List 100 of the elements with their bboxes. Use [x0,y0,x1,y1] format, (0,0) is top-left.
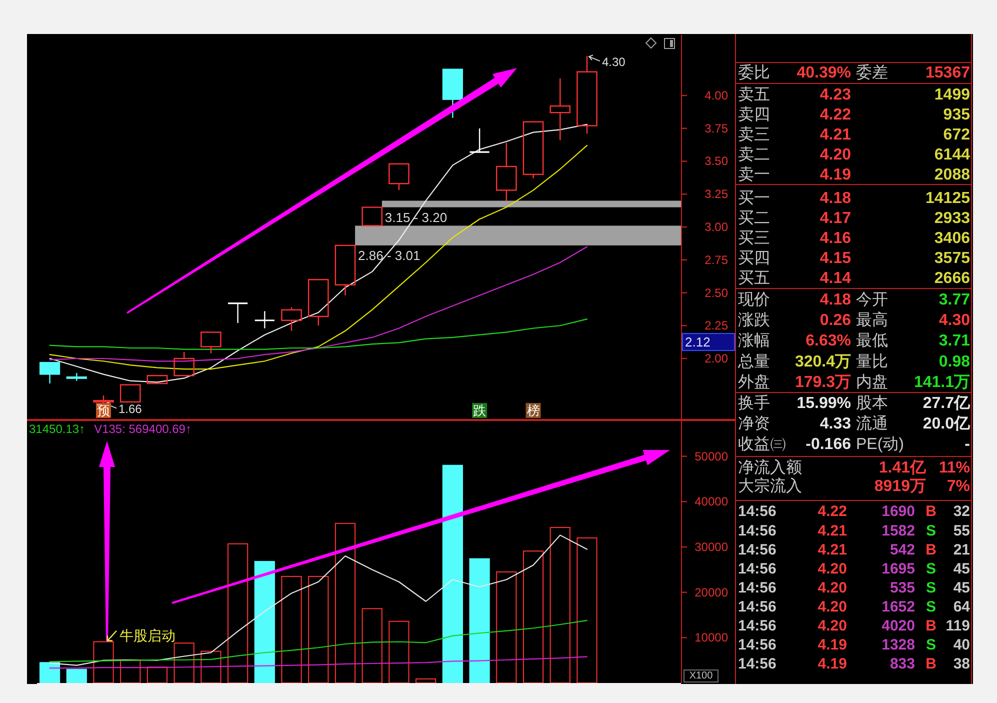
bar [442,464,463,683]
text: S [926,522,936,540]
line-series [49,656,588,669]
candlestick [468,128,490,153]
text: 涨跌 [738,311,770,330]
text: 买一 [738,190,770,207]
bar [39,662,60,683]
text: 买四 [738,250,770,267]
text: 1499 [934,86,970,104]
bar [416,678,436,683]
text: 4.22 [820,106,852,124]
y-tick-label: 3.75 [704,121,728,136]
text: 4.30 [938,312,970,330]
text: B [926,503,937,520]
bar [388,620,410,683]
text: 外盘 [738,374,770,391]
text: B [926,541,937,558]
text: PE(动) [856,436,904,453]
text: 45 [953,579,970,596]
bar [362,608,382,683]
y-tick-label: 2.50 [704,286,728,300]
bar [66,668,87,683]
text: B [926,656,937,673]
text: 55 [953,522,970,540]
candlestick [308,279,329,326]
text: 4.21 [820,126,852,144]
y-tick-label: 30000 [694,540,728,554]
bar [281,576,302,683]
bar [334,522,356,683]
y-tick-label: 20000 [694,585,728,600]
band-label: 2.86 - 3.01 [358,248,420,263]
annotation: 跌 [473,403,486,418]
text: 14:56 [738,579,776,596]
text: 今开 [856,292,888,308]
text: 委差 [856,64,888,82]
text: 4.20 [818,560,847,578]
candlestick [334,244,356,296]
y-tick-label: 2.25 [704,318,728,333]
text: 4.19 [818,656,847,673]
text: - [964,436,970,453]
text: 1.41亿 [878,458,927,476]
text: 换手 [738,394,770,412]
text: 6.63% [806,332,851,350]
text: 4.18 [820,190,852,207]
text: 现价 [738,292,770,308]
bar [200,650,222,683]
text: 2666 [934,270,970,287]
text: 4.20 [818,579,847,596]
text: 4.21 [818,522,847,540]
annotation: 榜 [526,403,540,418]
y-tick-label: 2.00 [704,352,728,366]
text: 3.71 [938,332,970,350]
text: 收益㈢ [738,434,786,453]
text: 14:56 [738,522,776,540]
text: 14:56 [738,541,776,558]
annotation: 预 [97,403,110,418]
line-series [49,534,588,666]
text: 卖三 [738,126,770,144]
annotation: 31450.13↑ [29,422,86,436]
annotation: 4.30 [602,55,626,70]
text: 最高 [856,311,888,330]
text: 8919万 [874,478,926,496]
text: 4.18 [820,292,852,308]
text: 15367 [926,64,970,82]
text: 4.15 [820,250,852,267]
text: 4.22 [818,503,847,520]
candlestick [522,121,544,179]
band-label: 3.15 - 3.20 [384,210,448,225]
text: 1328 [882,636,915,654]
text: 45 [953,560,970,578]
y-tick-label: 50000 [694,449,728,464]
text: 21 [953,541,970,558]
text: 15.99% [796,394,851,412]
bar [550,526,570,683]
bar [522,550,544,683]
bar [576,537,598,683]
text: 委比 [738,64,770,82]
text: 4020 [882,618,915,634]
text: 买五 [738,270,770,287]
bar [93,641,114,683]
text: 542 [890,541,915,558]
candlestick [39,362,60,384]
text: 3575 [934,250,970,267]
text: 6144 [934,146,970,164]
text: 4.20 [820,146,852,164]
candlestick [496,142,517,202]
candlestick [254,310,276,329]
annotation: 1.66 [118,402,142,416]
annotation: 牛股启动 [120,628,176,644]
text: 股本 [856,394,888,412]
y-tick-label: 3.00 [704,220,728,234]
text: 4.20 [818,618,847,634]
bar [308,576,329,683]
text: 买三 [738,230,770,247]
text: B [926,618,937,634]
text: 4.19 [820,166,852,184]
y-axis-title: X100 [689,670,714,682]
text: 净资 [738,414,770,432]
text: -0.166 [806,436,852,453]
text: 672 [943,126,970,144]
